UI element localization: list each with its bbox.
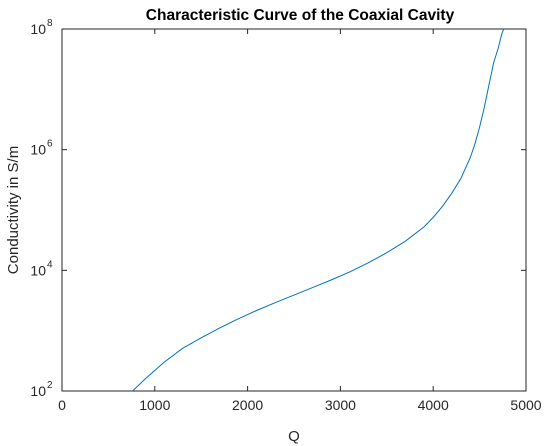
y-tick-label-base: 10 [30,21,46,37]
x-axis-ticks: 0 1000 2000 3000 4000 5000 [58,29,542,413]
chart-title: Characteristic Curve of the Coaxial Cavi… [146,7,455,24]
y-tick-label-base: 10 [30,262,46,278]
y-tick-label-exponent: 6 [47,139,53,150]
x-tick-label: 3000 [325,397,356,413]
y-tick-label-exponent: 2 [47,380,53,391]
x-tick-label: 1000 [139,397,170,413]
x-tick-label: 4000 [418,397,449,413]
y-axis-label: Conductivity in S/m [5,146,22,274]
x-axis-label: Q [288,428,300,445]
x-tick-label: 0 [58,397,66,413]
y-tick-label-base: 10 [30,383,46,399]
y-tick-label-exponent: 8 [47,18,53,29]
plot-area [61,28,527,392]
y-tick-label-exponent: 4 [47,259,53,270]
x-tick-label: 2000 [232,397,263,413]
y-tick-label-base: 10 [30,142,46,158]
plot-axes [61,28,527,392]
series-line [132,29,505,391]
x-tick-label: 5000 [510,397,541,413]
